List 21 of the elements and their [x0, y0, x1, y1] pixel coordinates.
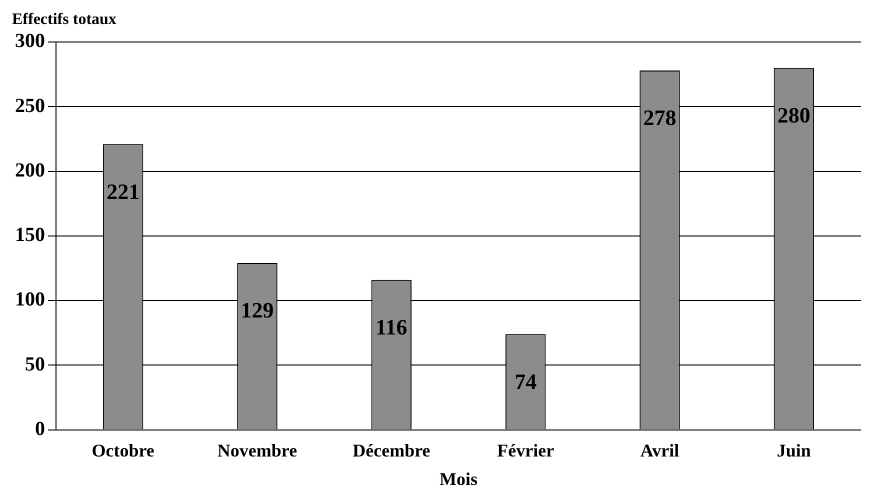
y-tick-label: 100	[15, 288, 45, 311]
y-tick-label: 200	[15, 159, 45, 182]
x-axis-title: Mois	[440, 468, 478, 489]
y-tick-label: 250	[15, 94, 45, 117]
data-label: 116	[376, 314, 408, 340]
x-tick-label: Octobre	[92, 440, 154, 460]
x-tick-label: Décembre	[352, 440, 430, 460]
y-tick-label: 300	[15, 30, 45, 52]
y-tick-label: 0	[35, 418, 45, 440]
x-tick-label: Juin	[776, 440, 811, 460]
x-tick-label: Novembre	[217, 440, 298, 460]
x-tick-label: Février	[497, 440, 554, 460]
y-tick-label: 150	[15, 224, 45, 246]
y-axis-title: Effectifs totaux	[12, 11, 116, 28]
x-tick-label: Avril	[640, 440, 680, 460]
y-tick-label: 50	[25, 353, 45, 376]
data-label: 221	[106, 178, 140, 204]
data-label: 280	[777, 102, 810, 128]
data-label: 129	[240, 298, 274, 323]
data-label: 278	[643, 105, 676, 130]
data-label: 74	[514, 368, 537, 394]
